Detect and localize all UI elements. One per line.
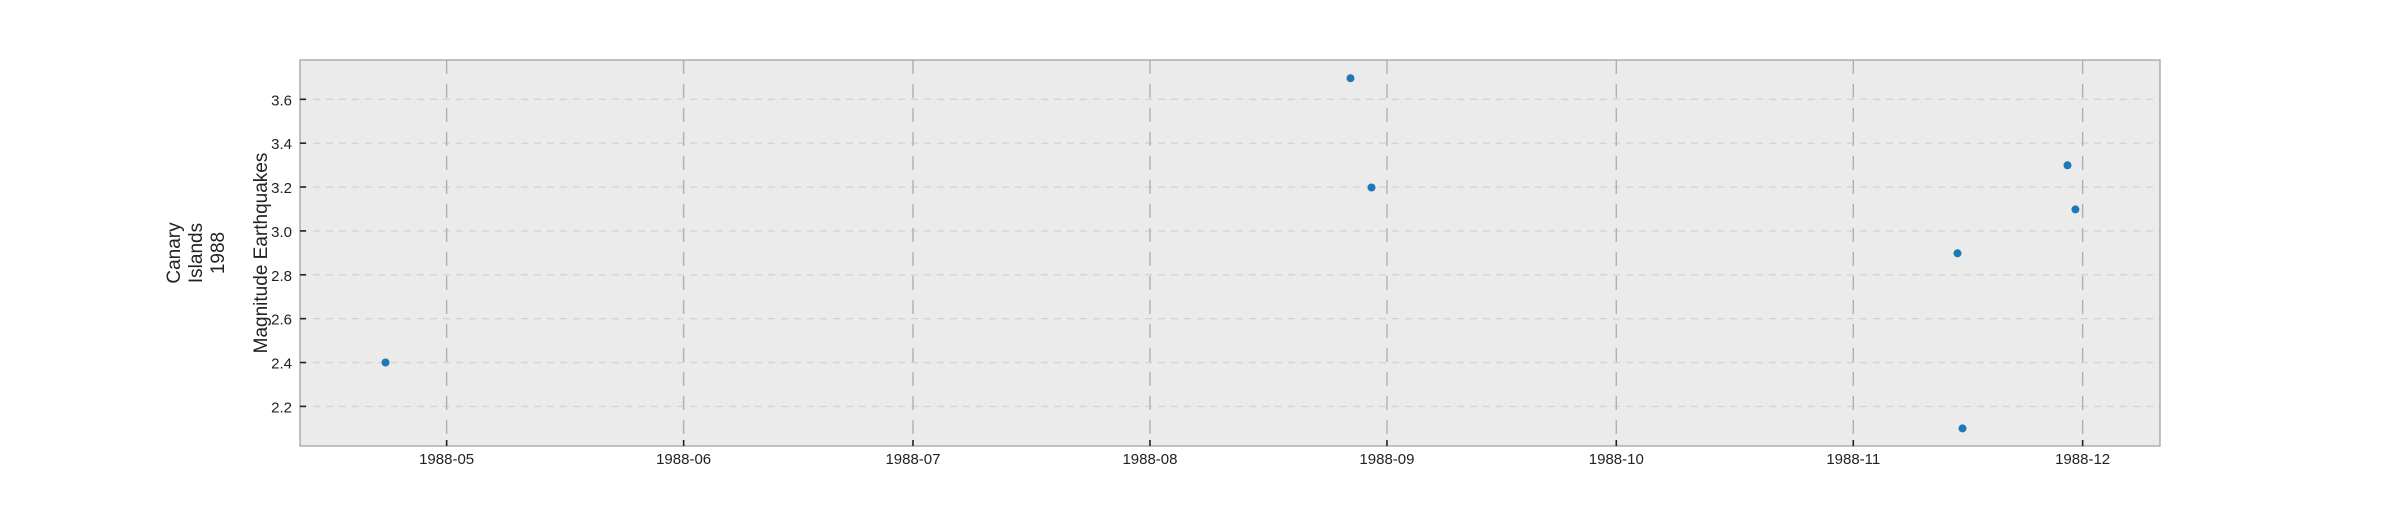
svg-text:1988-08: 1988-08: [1122, 451, 1177, 468]
svg-text:2.6: 2.6: [271, 312, 292, 329]
svg-text:Magnitude Earthquakes: Magnitude Earthquakes: [251, 153, 272, 354]
svg-text:2.4: 2.4: [271, 355, 292, 372]
svg-text:3.0: 3.0: [271, 224, 292, 241]
svg-text:1988-12: 1988-12: [2055, 451, 2110, 468]
svg-text:1988-11: 1988-11: [1826, 451, 1880, 468]
svg-text:3.4: 3.4: [271, 136, 292, 153]
svg-text:Islands: Islands: [186, 223, 207, 283]
svg-text:1988-10: 1988-10: [1589, 451, 1644, 468]
svg-text:Canary: Canary: [164, 222, 185, 284]
svg-text:1988-07: 1988-07: [885, 451, 940, 468]
svg-text:2.8: 2.8: [271, 268, 292, 285]
svg-text:1988-06: 1988-06: [656, 451, 711, 468]
svg-text:3.6: 3.6: [271, 92, 292, 109]
svg-text:2.2: 2.2: [271, 399, 292, 416]
svg-text:1988-09: 1988-09: [1359, 451, 1414, 468]
svg-text:3.2: 3.2: [271, 180, 292, 197]
svg-text:1988: 1988: [208, 232, 229, 274]
svg-text:1988-05: 1988-05: [419, 451, 474, 468]
